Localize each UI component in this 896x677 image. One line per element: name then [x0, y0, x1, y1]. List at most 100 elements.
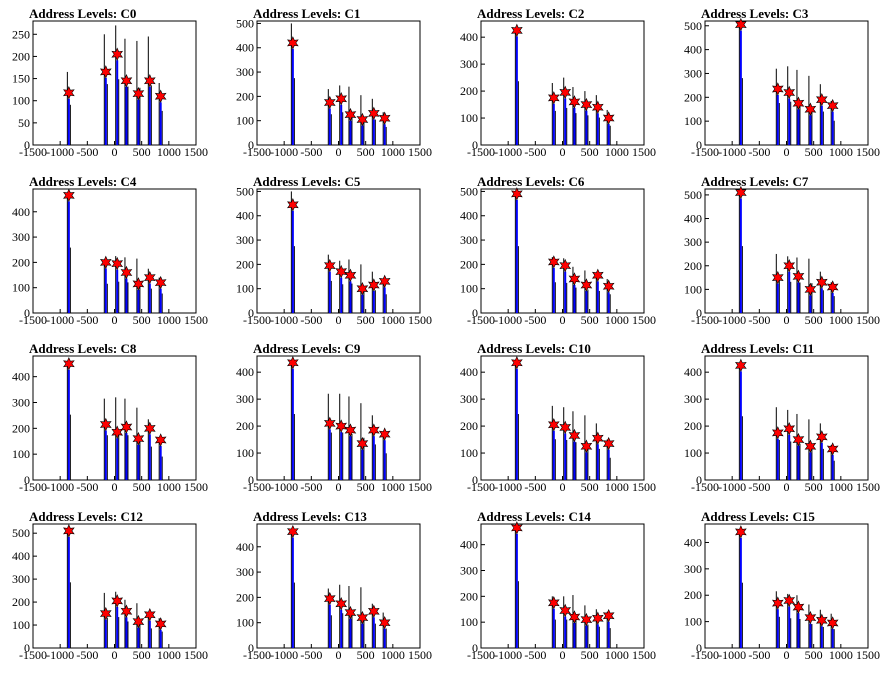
peak-marker [367, 604, 380, 619]
y-tick-label: 200 [236, 89, 254, 103]
y-tick-label: 0 [696, 473, 702, 487]
x-tick-label: 0 [112, 480, 118, 494]
x-tick-label: 500 [133, 480, 151, 494]
peak-marker [804, 610, 817, 625]
x-tick-label: -500 [748, 480, 770, 494]
x-tick-label: 1500 [184, 480, 208, 494]
x-tick-label: 500 [357, 648, 375, 662]
x-tick-label: 1500 [632, 480, 656, 494]
peak-marker [602, 608, 615, 623]
x-tick-label: -500 [300, 313, 322, 327]
x-tick-label: 500 [133, 648, 151, 662]
x-tick-label: 1000 [829, 313, 853, 327]
plot-frame [32, 20, 197, 146]
y-tick-label: 0 [24, 641, 30, 655]
x-tick-label: -500 [748, 145, 770, 159]
y-tick-label: 500 [236, 184, 254, 198]
y-tick-label: 300 [236, 233, 254, 247]
peak-marker [602, 436, 615, 451]
x-tick-label: -1500 [19, 313, 47, 327]
x-tick-label: 1500 [408, 648, 432, 662]
y-tick-label: 150 [12, 72, 30, 86]
subplot-7: Address Levels: C70100200300400500-1500-… [684, 174, 880, 327]
peak-marker [591, 611, 604, 626]
x-tick-label: -1500 [467, 480, 495, 494]
peak-marker [111, 256, 124, 271]
y-tick-label: 400 [236, 209, 254, 223]
subplot-1: Address Levels: C10100200300400500-1500-… [236, 6, 432, 159]
y-tick-label: 200 [460, 257, 478, 271]
peak-marker [783, 259, 796, 273]
x-tick-label: 1000 [157, 313, 181, 327]
peak-marker [120, 74, 133, 88]
peak-marker [356, 436, 369, 451]
subplot-title: Address Levels: C8 [29, 341, 137, 356]
subplot-5: Address Levels: C50100200300400500-1500-… [236, 174, 432, 327]
subplot-title: Address Levels: C9 [253, 341, 361, 356]
peak-marker [335, 92, 348, 106]
x-tick-label: -1000 [270, 145, 298, 159]
y-tick-label: 50 [18, 116, 30, 130]
peak-marker [591, 431, 604, 445]
peak-marker [111, 594, 124, 608]
x-tick-label: 1500 [856, 313, 880, 327]
peak-marker [367, 423, 380, 437]
peak-marker [568, 272, 581, 286]
x-tick-label: 1000 [829, 648, 853, 662]
y-tick-label: 300 [684, 235, 702, 249]
peak-marker [344, 107, 357, 122]
x-tick-label: 0 [336, 313, 342, 327]
peak-marker [771, 82, 784, 96]
peak-marker [378, 615, 391, 630]
peak-marker [99, 65, 112, 79]
peak-marker [63, 357, 75, 371]
x-tick-label: -1500 [243, 648, 271, 662]
y-tick-label: 0 [24, 473, 30, 487]
x-tick-label: -1000 [494, 145, 522, 159]
subplot-title: Address Levels: C10 [477, 341, 591, 356]
peak-marker [735, 17, 747, 32]
y-tick-label: 500 [12, 526, 30, 540]
y-tick-label: 200 [460, 589, 478, 603]
y-tick-label: 300 [12, 572, 30, 586]
y-tick-label: 0 [248, 138, 254, 152]
y-tick-label: 100 [12, 94, 30, 108]
peak-marker [120, 265, 133, 280]
peak-marker [771, 426, 784, 440]
x-tick-label: 0 [560, 145, 566, 159]
subplot-3: Address Levels: C30100200300400500-1500-… [684, 6, 880, 159]
y-tick-label: 0 [248, 473, 254, 487]
plot-frame [256, 355, 421, 481]
x-tick-label: 500 [581, 145, 599, 159]
x-tick-label: 1000 [381, 145, 405, 159]
y-tick-label: 200 [12, 49, 30, 63]
x-tick-label: 0 [336, 480, 342, 494]
peak-marker [815, 275, 828, 290]
y-tick-label: 400 [684, 365, 702, 379]
peak-marker [547, 91, 560, 105]
y-tick-label: 200 [684, 419, 702, 433]
subplot-14: Address Levels: C14 0 100 200 300 400 -1500 -10… [460, 509, 656, 662]
peak-marker [568, 95, 581, 109]
subplot-title: Address Levels: C2 [477, 6, 584, 21]
y-tick-label: 400 [460, 30, 478, 44]
peak-marker [323, 591, 336, 606]
subplot-title: Address Levels: C7 [701, 174, 809, 189]
peak-marker [287, 524, 299, 539]
plot-frame [704, 20, 869, 146]
peak-marker [804, 282, 817, 297]
x-tick-label: 1500 [408, 313, 432, 327]
x-tick-label: 0 [112, 145, 118, 159]
peak-marker [143, 607, 156, 622]
x-tick-label: 500 [357, 480, 375, 494]
subplot-title: Address Levels: C5 [253, 174, 361, 189]
peak-marker [120, 604, 133, 619]
y-tick-label: 0 [248, 306, 254, 320]
peak-marker [356, 281, 369, 296]
x-tick-label: 500 [357, 145, 375, 159]
peak-marker [132, 86, 145, 101]
y-tick-label: 200 [12, 255, 30, 269]
peak-marker [547, 596, 560, 610]
peak-marker [63, 524, 75, 538]
y-tick-label: 100 [236, 114, 254, 128]
